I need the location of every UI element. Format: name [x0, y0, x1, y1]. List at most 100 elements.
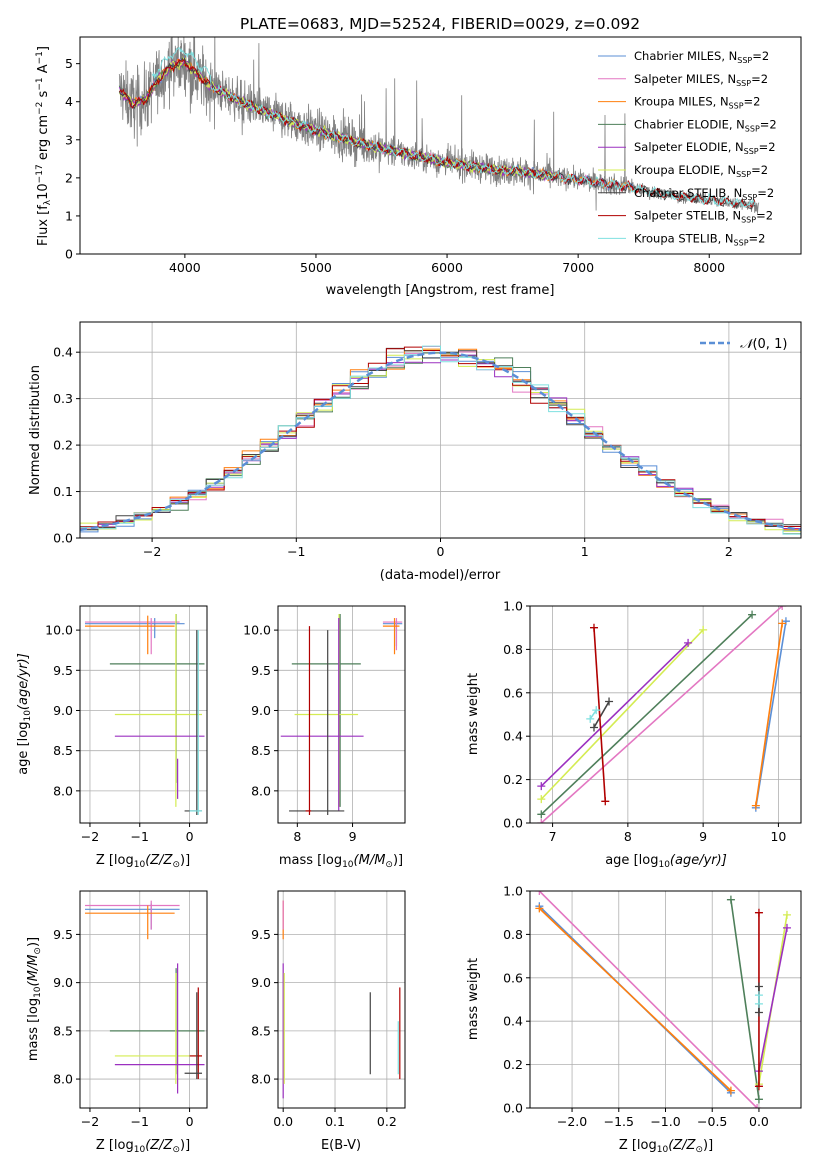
y-tick-label: 0	[65, 247, 73, 262]
weight-line-chabrier-elodie	[730, 899, 760, 1100]
legend-label: Kroupa STELIB, NSSP=2	[634, 231, 765, 247]
y-tick-label: 8.5	[251, 1023, 271, 1038]
weight-line-salpeter-stelib	[593, 627, 607, 802]
y-tick-label: 8.0	[251, 783, 271, 798]
age-vs-metallicity-axes-frame	[79, 605, 208, 824]
x-tick-label: 4000	[169, 260, 201, 275]
residuals-panel: −2 −1 0 1 2 0.0 0.1 0.2 0.3 0.4 (data-model)/erro…	[28, 321, 802, 583]
weight-marker	[782, 923, 791, 932]
figure-title: PLATE=0683, MJD=52524, FIBERID=0029, z=0…	[240, 15, 640, 33]
normal-legend-label: 𝒩(0, 1)	[740, 337, 787, 352]
weight-marker	[699, 625, 708, 634]
x-tick-label: 7	[549, 829, 557, 844]
x-tick-label: 0.1	[325, 1114, 345, 1129]
weight-marker	[537, 810, 546, 819]
y-tick-label: 8.5	[53, 743, 73, 758]
weight-line-salpeter-elodie	[540, 642, 689, 787]
y-tick-label: 0.0	[503, 816, 523, 831]
legend-label: Kroupa MILES, NSSP=2	[634, 95, 760, 111]
x-tick-label: 0	[186, 829, 194, 844]
age-vs-mass-panel: 8 9 8.0 8.5 9.0 9.5 10.0 mass [log10(M/M⊙)]	[243, 605, 406, 870]
y-tick-label: 0.4	[503, 729, 523, 744]
y-tick-label: 0.3	[53, 391, 73, 406]
x-tick-label: 0.0	[749, 1114, 769, 1129]
y-tick-label: 0.2	[503, 772, 523, 787]
weight-marker	[535, 891, 544, 895]
weight-marker	[586, 714, 595, 723]
weight-marker	[537, 782, 546, 791]
spectrum-legend: Chabrier MILES, NSSP=2 Salpeter MILES, NS…	[598, 49, 777, 247]
y-tick-label: 0.2	[503, 1057, 523, 1072]
mass-vs-metallicity-xlabel: Z [log10(Z/Z⊙)]	[96, 1138, 190, 1155]
normal-distribution-curve	[80, 351, 801, 532]
spectrum-ylabel: Flux [fλ10−17 erg cm−2 s−1 A−1]	[35, 46, 53, 246]
x-tick-label: 9	[699, 829, 707, 844]
x-tick-label: −1.5	[604, 1114, 634, 1129]
y-tick-label: 1.0	[503, 884, 523, 899]
weight-vs-metallicity-xlabel: Z [log10(Z/Z⊙)]	[619, 1138, 713, 1155]
y-tick-label: 0.2	[53, 438, 73, 453]
x-tick-label: −1	[131, 829, 149, 844]
weight-line-kroupa-stelib	[589, 709, 597, 720]
y-tick-label: 1.0	[503, 599, 523, 614]
model-spectrum-kroupa-stelib	[151, 47, 756, 208]
weight-line-kroupa-miles	[755, 623, 783, 806]
weight-marker	[753, 1104, 762, 1108]
y-tick-label: 5	[65, 56, 73, 71]
weight-marker	[537, 819, 546, 823]
y-tick-label: 9.5	[53, 927, 73, 942]
weight-line-kroupa-elodie	[540, 629, 704, 800]
x-tick-label: 6000	[431, 260, 463, 275]
x-tick-label: 0	[186, 1114, 194, 1129]
x-tick-label: −2.0	[557, 1114, 587, 1129]
legend-label: Chabrier MILES, NSSP=2	[634, 49, 769, 65]
x-tick-label: −1.0	[650, 1114, 680, 1129]
y-tick-label: 0.0	[53, 531, 73, 546]
y-tick-label: 8.0	[53, 1072, 73, 1087]
x-tick-label: 10	[770, 829, 786, 844]
residuals-ylabel: Normed distribution	[28, 365, 43, 495]
weight-marker	[601, 797, 610, 806]
age-vs-mass-axes-frame	[277, 605, 406, 824]
x-tick-label: −1	[131, 1114, 149, 1129]
y-tick-label: 8.0	[53, 783, 73, 798]
weight-line-salpeter-miles	[540, 606, 783, 823]
x-tick-label: −2	[81, 829, 99, 844]
x-tick-label: −2	[143, 544, 161, 559]
spectrum-panel: 4000 5000 6000 7000 8000 0 1 2 3 4 5 wavelength [A…	[35, 36, 802, 298]
weight-vs-age-axes-frame	[529, 605, 802, 824]
x-tick-label: −1	[287, 544, 305, 559]
age-vs-mass-xlabel: mass [log10(M/M⊙)]	[279, 853, 403, 870]
y-tick-label: 8.5	[251, 743, 271, 758]
weight-marker	[592, 706, 601, 715]
y-tick-label: 10.0	[243, 623, 271, 638]
weight-marker	[537, 795, 546, 804]
spectrum-axes-frame	[79, 36, 802, 255]
legend-label: Chabrier ELODIE, NSSP=2	[634, 117, 777, 133]
x-tick-label: 2	[725, 544, 733, 559]
legend-label: Salpeter MILES, NSSP=2	[634, 72, 768, 88]
weight-marker	[684, 638, 693, 647]
y-tick-label: 0.4	[503, 1014, 523, 1029]
x-tick-label: −2	[81, 1114, 99, 1129]
mass-vs-metallicity-panel: −2 −1 0 8.0 8.5 9.0 9.5 Z [log10(Z/Z⊙)] mass […	[26, 890, 208, 1155]
mass-vs-ebv-axes-frame	[277, 890, 406, 1109]
mass-vs-ebv-xlabel: E(B-V)	[321, 1138, 361, 1153]
weight-marker	[754, 1082, 763, 1091]
weight-marker	[589, 723, 598, 732]
weight-marker	[605, 697, 614, 706]
weight-marker	[754, 908, 763, 917]
x-tick-label: 5000	[300, 260, 332, 275]
y-tick-label: 0.8	[503, 927, 523, 942]
y-tick-label: 1	[65, 208, 73, 223]
y-tick-label: 9.5	[251, 927, 271, 942]
x-tick-label: 0	[437, 544, 445, 559]
residuals-xlabel: (data-model)/error	[380, 568, 501, 583]
weight-marker	[754, 991, 763, 1000]
x-tick-label: 0.2	[377, 1114, 397, 1129]
x-tick-label: 9	[349, 829, 357, 844]
residuals-legend: 𝒩(0, 1)	[700, 337, 787, 352]
legend-label: Chabrier STELIB, NSSP=2	[634, 186, 774, 202]
x-tick-label: 8	[624, 829, 632, 844]
